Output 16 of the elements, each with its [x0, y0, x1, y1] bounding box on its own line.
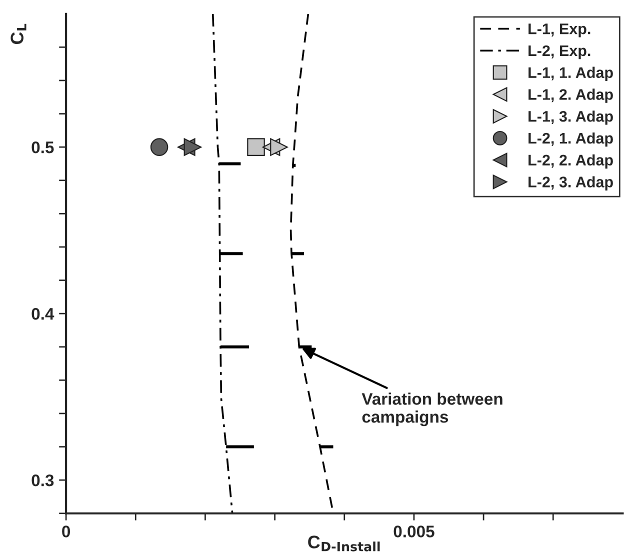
legend-label: L-2, 3. Adap: [528, 176, 613, 190]
legend-label: L-2, 2. Adap: [528, 154, 613, 169]
legend-label: L-1, 2. Adap: [528, 88, 613, 103]
x-tick-label: 0.005: [394, 526, 434, 538]
legend-label: L-1, 3. Adap: [528, 110, 613, 125]
legend-label: L-2, Exp.: [528, 45, 590, 60]
legend-label: L-1, Exp.: [528, 24, 590, 38]
x-axis-title: C$_{D-Install}$: [308, 536, 380, 552]
legend-label: L-1, 1. Adap: [528, 66, 613, 82]
x-tick-label: 0: [62, 526, 70, 538]
legend-label: L-2, 1. Adap: [528, 132, 613, 147]
y-tick-label: 0.3: [32, 474, 54, 486]
y-axis-title: C$_{L}$: [10, 24, 26, 44]
y-tick-label: 0.5: [32, 141, 54, 154]
y-tick-label: 0.4: [32, 308, 54, 320]
annotation: Variation between campaigns: [362, 392, 502, 426]
